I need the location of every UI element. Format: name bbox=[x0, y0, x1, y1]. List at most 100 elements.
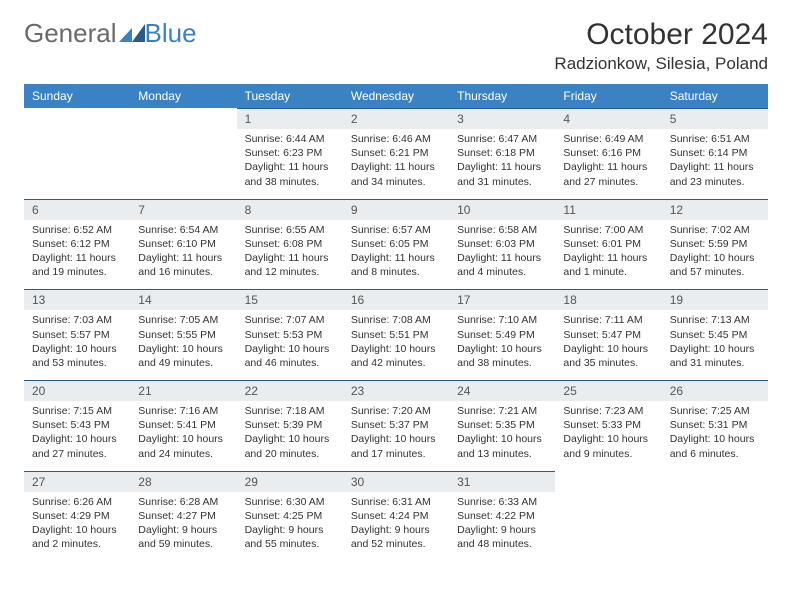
weekday-header: Sunday bbox=[24, 84, 130, 109]
sunrise-text: Sunrise: 6:28 AM bbox=[138, 495, 228, 509]
sunset-text: Sunset: 6:16 PM bbox=[563, 146, 653, 160]
sunrise-text: Sunrise: 7:21 AM bbox=[457, 404, 547, 418]
sunrise-text: Sunrise: 6:55 AM bbox=[245, 223, 335, 237]
day-content: Sunrise: 6:44 AMSunset: 6:23 PMDaylight:… bbox=[237, 129, 343, 199]
day-content: Sunrise: 6:28 AMSunset: 4:27 PMDaylight:… bbox=[130, 492, 236, 562]
weekday-header: Thursday bbox=[449, 84, 555, 109]
day-content-empty bbox=[555, 492, 661, 562]
sunset-text: Sunset: 6:08 PM bbox=[245, 237, 335, 251]
day-number: 6 bbox=[24, 199, 130, 220]
day-content: Sunrise: 7:07 AMSunset: 5:53 PMDaylight:… bbox=[237, 310, 343, 380]
calendar-grid: SundayMondayTuesdayWednesdayThursdayFrid… bbox=[24, 84, 768, 561]
day-number: 20 bbox=[24, 381, 130, 402]
day-content: Sunrise: 7:10 AMSunset: 5:49 PMDaylight:… bbox=[449, 310, 555, 380]
daylight-text: Daylight: 11 hours and 27 minutes. bbox=[563, 160, 653, 188]
day-number-row: 20212223242526 bbox=[24, 381, 768, 402]
day-number: 11 bbox=[555, 199, 661, 220]
sunset-text: Sunset: 6:21 PM bbox=[351, 146, 441, 160]
day-number: 22 bbox=[237, 381, 343, 402]
sunset-text: Sunset: 5:57 PM bbox=[32, 328, 122, 342]
day-content: Sunrise: 7:11 AMSunset: 5:47 PMDaylight:… bbox=[555, 310, 661, 380]
daylight-text: Daylight: 9 hours and 48 minutes. bbox=[457, 523, 547, 551]
weekday-header: Friday bbox=[555, 84, 661, 109]
logo: General Blue bbox=[24, 18, 197, 49]
sunset-text: Sunset: 6:18 PM bbox=[457, 146, 547, 160]
day-number: 24 bbox=[449, 381, 555, 402]
day-content-row: Sunrise: 6:26 AMSunset: 4:29 PM Daylight:… bbox=[24, 492, 768, 562]
daylight-text: Daylight: 9 hours and 59 minutes. bbox=[138, 523, 228, 551]
day-content-row: Sunrise: 7:15 AMSunset: 5:43 PM Daylight:… bbox=[24, 401, 768, 471]
sunset-text: Sunset: 5:47 PM bbox=[563, 328, 653, 342]
sunrise-text: Sunrise: 7:15 AM bbox=[32, 404, 122, 418]
sunrise-text: Sunrise: 7:20 AM bbox=[351, 404, 441, 418]
day-number: 18 bbox=[555, 290, 661, 311]
logo-text-blue: Blue bbox=[145, 18, 197, 49]
sunrise-text: Sunrise: 6:30 AM bbox=[245, 495, 335, 509]
day-content-row: Sunrise: 6:52 AMSunset: 6:12 PMDaylight:… bbox=[24, 220, 768, 290]
day-number: 19 bbox=[662, 290, 768, 311]
daylight-text: Daylight: 10 hours and 49 minutes. bbox=[138, 342, 228, 370]
day-number: 21 bbox=[130, 381, 236, 402]
day-content: Sunrise: 6:51 AMSunset: 6:14 PMDaylight:… bbox=[662, 129, 768, 199]
day-number: 4 bbox=[555, 109, 661, 130]
sunrise-text: Sunrise: 7:00 AM bbox=[563, 223, 653, 237]
sunset-text: Sunset: 4:22 PM bbox=[457, 509, 547, 523]
day-number: 27 bbox=[24, 471, 130, 492]
sunrise-text: Sunrise: 6:47 AM bbox=[457, 132, 547, 146]
day-content: Sunrise: 7:25 AMSunset: 5:31 PMDaylight:… bbox=[662, 401, 768, 471]
day-content: Sunrise: 6:46 AMSunset: 6:21 PMDaylight:… bbox=[343, 129, 449, 199]
sunset-text: Sunset: 5:35 PM bbox=[457, 418, 547, 432]
day-content: Sunrise: 6:54 AMSunset: 6:10 PMDaylight:… bbox=[130, 220, 236, 290]
daylight-text: Daylight: 10 hours and 53 minutes. bbox=[32, 342, 122, 370]
day-number: 28 bbox=[130, 471, 236, 492]
weekday-header: Wednesday bbox=[343, 84, 449, 109]
daylight-text: Daylight: 11 hours and 16 minutes. bbox=[138, 251, 228, 279]
day-content: Sunrise: 7:13 AMSunset: 5:45 PMDaylight:… bbox=[662, 310, 768, 380]
sunrise-text: Sunrise: 7:07 AM bbox=[245, 313, 335, 327]
sunset-text: Sunset: 4:29 PM bbox=[32, 509, 122, 523]
day-content: Sunrise: 7:08 AMSunset: 5:51 PMDaylight:… bbox=[343, 310, 449, 380]
sunset-text: Sunset: 6:05 PM bbox=[351, 237, 441, 251]
title-block: October 2024 Radzionkow, Silesia, Poland bbox=[554, 18, 768, 74]
day-number-empty bbox=[555, 471, 661, 492]
day-content: Sunrise: 7:00 AMSunset: 6:01 PMDaylight:… bbox=[555, 220, 661, 290]
sunset-text: Sunset: 6:14 PM bbox=[670, 146, 760, 160]
day-number-empty bbox=[130, 109, 236, 130]
sunrise-text: Sunrise: 6:51 AM bbox=[670, 132, 760, 146]
day-number: 23 bbox=[343, 381, 449, 402]
header: General Blue October 2024 Radzionkow, Si… bbox=[24, 18, 768, 74]
day-number: 3 bbox=[449, 109, 555, 130]
sunrise-text: Sunrise: 6:57 AM bbox=[351, 223, 441, 237]
day-number: 14 bbox=[130, 290, 236, 311]
sunrise-text: Sunrise: 6:46 AM bbox=[351, 132, 441, 146]
sunrise-text: Sunrise: 7:03 AM bbox=[32, 313, 122, 327]
weekday-header: Monday bbox=[130, 84, 236, 109]
daylight-text: Daylight: 11 hours and 38 minutes. bbox=[245, 160, 335, 188]
sunrise-text: Sunrise: 7:02 AM bbox=[670, 223, 760, 237]
sunrise-text: Sunrise: 7:11 AM bbox=[563, 313, 653, 327]
day-number-row: 12345 bbox=[24, 109, 768, 130]
day-content-row: Sunrise: 7:03 AMSunset: 5:57 PMDaylight:… bbox=[24, 310, 768, 380]
day-number: 2 bbox=[343, 109, 449, 130]
sunset-text: Sunset: 5:51 PM bbox=[351, 328, 441, 342]
daylight-text: Daylight: 10 hours and 6 minutes. bbox=[670, 432, 760, 460]
day-number: 31 bbox=[449, 471, 555, 492]
sunset-text: Sunset: 6:01 PM bbox=[563, 237, 653, 251]
day-number: 9 bbox=[343, 199, 449, 220]
sunrise-text: Sunrise: 7:13 AM bbox=[670, 313, 760, 327]
daylight-text: Daylight: 10 hours and 31 minutes. bbox=[670, 342, 760, 370]
daylight-text: Daylight: 11 hours and 4 minutes. bbox=[457, 251, 547, 279]
daylight-text: Daylight: 9 hours and 55 minutes. bbox=[245, 523, 335, 551]
weekday-header: Saturday bbox=[662, 84, 768, 109]
sunset-text: Sunset: 5:43 PM bbox=[32, 418, 122, 432]
day-content-row: Sunrise: 6:44 AMSunset: 6:23 PMDaylight:… bbox=[24, 129, 768, 199]
daylight-text: Daylight: 11 hours and 12 minutes. bbox=[245, 251, 335, 279]
day-content: Sunrise: 7:03 AMSunset: 5:57 PMDaylight:… bbox=[24, 310, 130, 380]
day-number: 1 bbox=[237, 109, 343, 130]
sunset-text: Sunset: 4:27 PM bbox=[138, 509, 228, 523]
day-content: Sunrise: 7:16 AMSunset: 5:41 PMDaylight:… bbox=[130, 401, 236, 471]
day-content: Sunrise: 6:49 AMSunset: 6:16 PMDaylight:… bbox=[555, 129, 661, 199]
day-number: 7 bbox=[130, 199, 236, 220]
sunrise-text: Sunrise: 6:26 AM bbox=[32, 495, 122, 509]
daylight-text: Daylight: 10 hours and 42 minutes. bbox=[351, 342, 441, 370]
